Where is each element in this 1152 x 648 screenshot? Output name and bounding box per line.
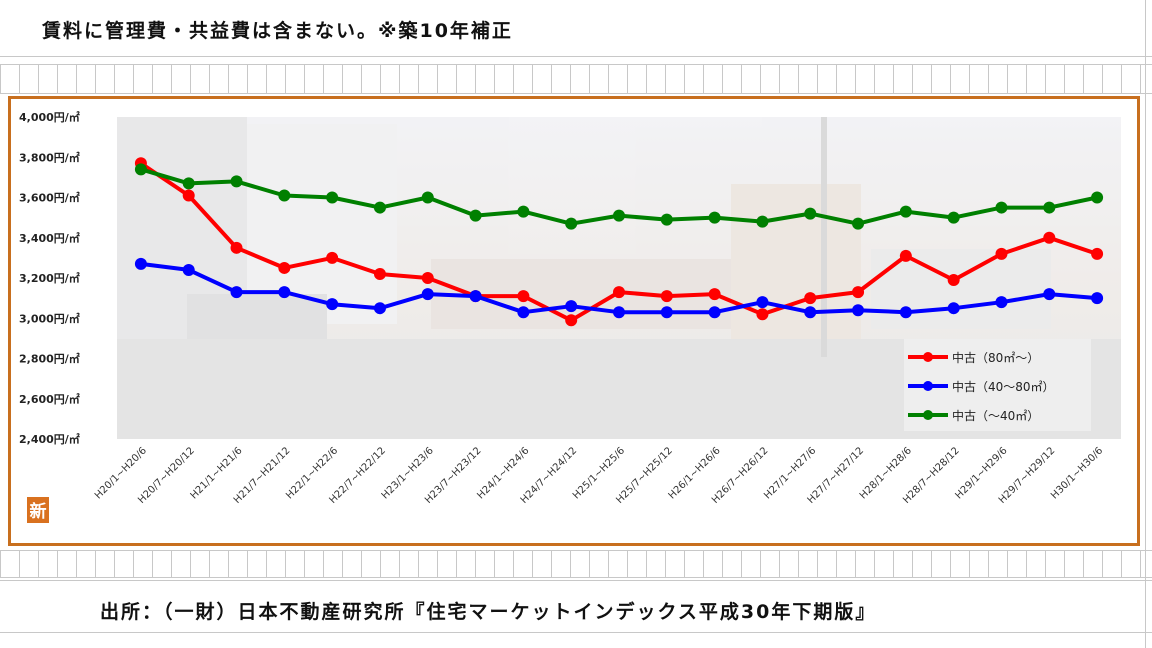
y-tick-label: 3,600円/㎡ bbox=[19, 191, 80, 205]
data-point bbox=[613, 209, 625, 222]
divider bbox=[0, 632, 1152, 633]
data-point bbox=[1043, 231, 1056, 244]
data-point bbox=[230, 286, 243, 299]
y-tick-label: 3,800円/㎡ bbox=[19, 150, 80, 164]
data-point bbox=[517, 205, 530, 218]
data-point bbox=[1043, 201, 1056, 214]
y-tick-label: 2,600円/㎡ bbox=[19, 392, 80, 406]
data-point bbox=[899, 205, 912, 218]
y-tick-label: 2,400円/㎡ bbox=[19, 432, 80, 446]
data-point bbox=[134, 163, 147, 176]
x-tick-label: H30/1~H30/6 bbox=[1049, 445, 1105, 501]
data-point bbox=[852, 286, 865, 299]
legend-marker bbox=[923, 410, 933, 420]
y-tick-label: 3,000円/㎡ bbox=[19, 311, 80, 325]
data-point bbox=[517, 306, 530, 319]
data-point bbox=[421, 191, 434, 204]
chart-note: 賃料に管理費・共益費は含まない。※築10年補正 bbox=[42, 20, 513, 42]
divider bbox=[1145, 0, 1146, 648]
data-point bbox=[708, 306, 721, 319]
data-point bbox=[852, 304, 865, 317]
data-point bbox=[899, 249, 912, 262]
data-point bbox=[230, 241, 243, 254]
data-point bbox=[708, 211, 721, 224]
data-point bbox=[326, 191, 339, 204]
data-point bbox=[565, 314, 578, 327]
data-point bbox=[421, 288, 434, 301]
data-point bbox=[995, 296, 1008, 309]
data-point bbox=[852, 217, 865, 230]
grid-band-bottom bbox=[0, 550, 1152, 578]
legend-marker bbox=[923, 352, 933, 362]
data-point bbox=[660, 290, 673, 303]
data-point bbox=[373, 302, 386, 315]
logo-glyph: 新 bbox=[30, 501, 47, 522]
series-layer bbox=[134, 157, 1104, 327]
data-point bbox=[1091, 247, 1104, 260]
data-point bbox=[660, 306, 673, 319]
data-point bbox=[804, 306, 817, 319]
data-point bbox=[995, 201, 1008, 214]
data-point bbox=[517, 290, 530, 303]
data-point bbox=[756, 308, 769, 321]
data-point bbox=[660, 213, 673, 226]
data-point bbox=[804, 292, 817, 305]
data-point bbox=[1091, 191, 1104, 204]
data-point bbox=[326, 251, 339, 264]
data-point bbox=[421, 272, 434, 284]
data-point bbox=[708, 288, 721, 301]
data-point bbox=[756, 296, 769, 309]
data-point bbox=[756, 215, 769, 228]
data-point bbox=[995, 247, 1008, 260]
data-point bbox=[182, 263, 195, 276]
line-chart: 4,000円/㎡ 3,800円/㎡ 3,600円/㎡ 3,400円/㎡ 3,200円/㎡… bbox=[19, 110, 1121, 523]
source-citation: 出所：（一財）日本不動産研究所『住宅マーケットインデックス平成30年下期版』 bbox=[100, 601, 877, 623]
grid-band-top bbox=[0, 64, 1152, 94]
data-point bbox=[613, 286, 625, 299]
divider bbox=[0, 580, 1152, 581]
data-point bbox=[565, 217, 578, 230]
data-point bbox=[565, 300, 578, 313]
data-point bbox=[804, 207, 817, 220]
header-band bbox=[0, 0, 1152, 57]
legend-label: 中古（～40㎡） bbox=[952, 408, 1039, 423]
data-point bbox=[373, 267, 386, 280]
y-tick-label: 2,800円/㎡ bbox=[19, 352, 80, 366]
data-point bbox=[373, 201, 386, 214]
data-point bbox=[899, 306, 912, 319]
data-point bbox=[278, 261, 291, 274]
data-point bbox=[469, 290, 482, 303]
logo: 新 bbox=[27, 497, 49, 523]
legend-label: 中古（80㎡～） bbox=[952, 350, 1039, 365]
legend-marker bbox=[923, 381, 933, 391]
chart-frame: 4,000円/㎡ 3,800円/㎡ 3,600円/㎡ 3,400円/㎡ 3,200円/㎡… bbox=[8, 96, 1140, 546]
data-point bbox=[947, 302, 960, 315]
data-point bbox=[278, 286, 291, 299]
data-point bbox=[134, 257, 147, 270]
data-point bbox=[469, 209, 482, 222]
y-tick-label: 4,000円/㎡ bbox=[19, 110, 80, 124]
data-point bbox=[230, 175, 243, 188]
y-tick-label: 3,400円/㎡ bbox=[19, 231, 80, 245]
y-axis: 4,000円/㎡ 3,800円/㎡ 3,600円/㎡ 3,400円/㎡ 3,200円/㎡… bbox=[19, 110, 80, 446]
data-point bbox=[1043, 288, 1056, 301]
y-tick-label: 3,200円/㎡ bbox=[19, 271, 80, 285]
data-point bbox=[326, 298, 339, 311]
data-point bbox=[613, 306, 625, 319]
legend: 中古（80㎡～） 中古（40～80㎡） 中古（～40㎡） bbox=[904, 339, 1091, 431]
x-axis: H20/1~H20/6H20/7~H20/12H21/1~H21/6H21/7~… bbox=[93, 445, 1105, 506]
data-point bbox=[1091, 292, 1104, 305]
data-point bbox=[278, 189, 291, 202]
legend-label: 中古（40～80㎡） bbox=[952, 379, 1055, 394]
data-point bbox=[182, 177, 195, 190]
data-point bbox=[182, 189, 195, 202]
data-point bbox=[947, 274, 960, 287]
data-point bbox=[947, 211, 960, 224]
